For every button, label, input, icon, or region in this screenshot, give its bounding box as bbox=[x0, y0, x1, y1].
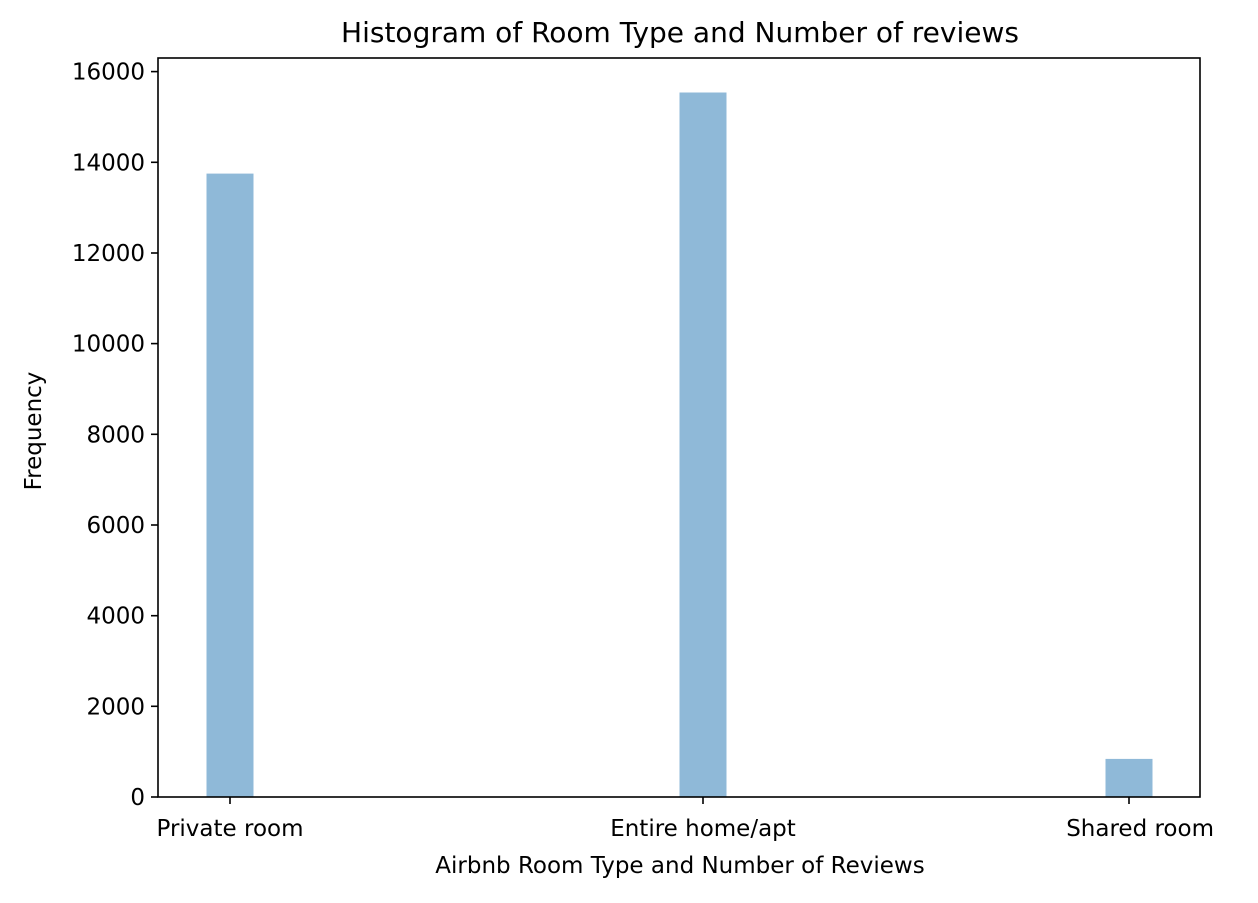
y-axis-label: Frequency bbox=[21, 372, 47, 491]
y-tick-label: 4000 bbox=[86, 604, 145, 630]
y-tick-label: 10000 bbox=[72, 332, 145, 358]
y-tick-label: 14000 bbox=[72, 150, 145, 176]
chart-title: Histogram of Room Type and Number of rev… bbox=[341, 16, 1019, 49]
x-axis: Private room Entire home/apt Shared room bbox=[157, 797, 1214, 842]
y-tick-label: 12000 bbox=[72, 241, 145, 267]
x-axis-label: Airbnb Room Type and Number of Reviews bbox=[435, 853, 924, 879]
bars-group bbox=[206, 92, 1153, 798]
y-tick-label: 8000 bbox=[86, 422, 145, 448]
y-tick-label: 2000 bbox=[86, 694, 145, 720]
y-tick-label: 16000 bbox=[72, 60, 145, 86]
x-tick-label: Entire home/apt bbox=[610, 816, 796, 842]
bar-shared-room bbox=[1105, 758, 1153, 797]
plot-frame bbox=[157, 57, 1201, 798]
x-tick-label: Shared room bbox=[1066, 816, 1214, 842]
x-tick-label: Private room bbox=[157, 816, 304, 842]
y-tick-label: 6000 bbox=[86, 513, 145, 539]
y-axis: 0 2000 4000 6000 8000 10000 12000 14000 16000 bbox=[72, 60, 158, 811]
bar-entire-home-apt bbox=[679, 92, 727, 797]
bar-private-room bbox=[206, 173, 254, 798]
y-tick-label: 0 bbox=[130, 785, 145, 811]
